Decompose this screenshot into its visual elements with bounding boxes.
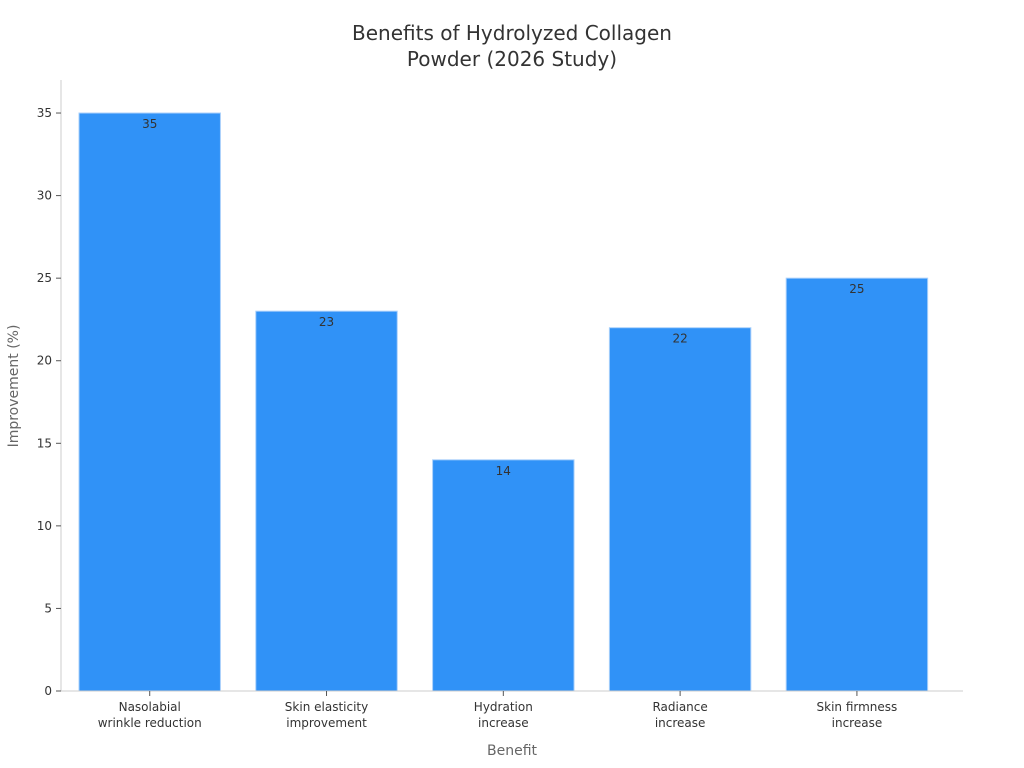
y-axis: 0 5 10 15 20 25 30 35 <box>37 80 62 698</box>
bar <box>432 459 575 692</box>
bar <box>785 277 929 692</box>
chart-title-line-1: Benefits of Hydrolyzed Collagen <box>352 21 672 45</box>
y-axis-title: Improvement (%) <box>6 325 22 448</box>
bar-value-label: 25 <box>849 282 864 296</box>
x-tick-label: Skin firmness <box>817 700 898 714</box>
bar <box>78 112 221 692</box>
bar <box>255 310 398 692</box>
x-tick-label: Skin elasticity <box>285 700 368 714</box>
bar-value-label: 35 <box>142 117 157 131</box>
chart-title-line-2: Powder (2026 Study) <box>407 47 617 71</box>
bars-group: 35 23 14 22 25 <box>78 112 929 692</box>
bar-value-label: 23 <box>319 315 334 329</box>
bar-value-label: 22 <box>672 332 687 346</box>
x-tick-label: Hydration <box>474 700 533 714</box>
y-tick-label: 10 <box>37 519 52 533</box>
y-tick-label: 30 <box>37 189 52 203</box>
y-tick-label: 25 <box>37 271 52 285</box>
x-tick-label: Nasolabial <box>119 700 181 714</box>
x-axis: Nasolabial wrinkle reduction Skin elastici… <box>61 690 963 730</box>
x-tick-label: increase <box>832 716 883 730</box>
x-tick-label: Radiance <box>652 700 707 714</box>
x-tick-label: increase <box>478 716 529 730</box>
bar-value-label: 14 <box>496 464 511 478</box>
x-axis-title: Benefit <box>487 743 538 759</box>
x-tick-label: improvement <box>286 716 367 730</box>
x-tick-label: increase <box>655 716 706 730</box>
y-tick-label: 5 <box>44 601 52 615</box>
y-tick-label: 15 <box>37 436 52 450</box>
x-tick-label: wrinkle reduction <box>98 716 202 730</box>
bar <box>608 327 752 692</box>
y-tick-label: 0 <box>44 684 52 698</box>
y-tick-label: 20 <box>37 354 52 368</box>
y-tick-label: 35 <box>37 106 52 120</box>
